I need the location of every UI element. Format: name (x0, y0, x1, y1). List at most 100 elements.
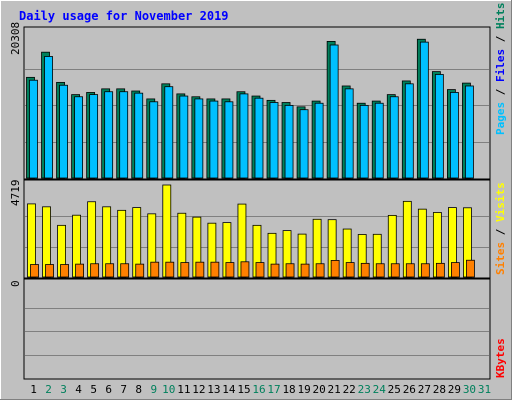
bar-sites (180, 262, 190, 278)
side-label-separator: / (494, 222, 507, 242)
panel-visits-max-label: 4719 (9, 180, 22, 207)
day-label: 31 (478, 383, 491, 396)
side-label-files: Files (494, 49, 507, 82)
bar-files (465, 85, 474, 179)
day-label: 2 (45, 383, 52, 396)
panel-hits-files-pages: 20308 Pages / Files / Hits (9, 3, 507, 180)
day-label: 8 (135, 383, 142, 396)
day-label: 23 (358, 383, 371, 396)
bar-sites (135, 263, 145, 278)
bar-sites (240, 261, 250, 278)
bar-files (134, 92, 144, 179)
day-label: 3 (60, 383, 67, 396)
bar-sites (405, 263, 415, 278)
bar-sites (255, 262, 265, 278)
side-label-separator: / (494, 29, 507, 49)
bar-sites (466, 259, 475, 278)
day-label: 18 (282, 383, 295, 396)
bar-sites (45, 264, 54, 278)
day-label: 21 (328, 383, 341, 396)
day-label: 30 (463, 383, 476, 396)
day-label: 14 (222, 383, 236, 396)
bar-files (224, 101, 234, 179)
bar-files (269, 102, 279, 179)
bar-sites (315, 263, 325, 278)
bar-files (404, 83, 414, 179)
panel-kbytes-side-label: KBytes (494, 338, 507, 378)
day-label: 1 (30, 383, 37, 396)
bar-sites (105, 263, 115, 278)
bar-sites (330, 260, 340, 278)
panel-hits-bars (26, 38, 474, 179)
bar-sites (150, 261, 160, 278)
bar-sites (165, 261, 175, 278)
bar-sites (60, 264, 69, 278)
bar-files (314, 102, 324, 179)
bar-sites (375, 263, 385, 278)
side-label-hits: Hits (494, 3, 507, 30)
chart-title: Daily usage for November 2019 (19, 9, 229, 23)
bar-files (194, 98, 204, 179)
bar-files (344, 88, 354, 179)
bar-sites (420, 263, 430, 278)
day-label: 26 (403, 383, 416, 396)
panel-kbytes-plot-area (23, 278, 491, 380)
bar-files (149, 101, 159, 179)
bar-sites (390, 263, 400, 278)
bar-files (239, 93, 249, 179)
day-label: 15 (237, 383, 250, 396)
bar-sites (360, 262, 370, 278)
bar-sites (451, 262, 460, 278)
panel-kbytes-grid (25, 308, 489, 356)
day-label: 7 (120, 383, 127, 396)
bar-files (329, 44, 339, 179)
panel-hits-side-label: Pages / Files / Hits (494, 3, 507, 136)
day-label: 16 (252, 383, 265, 396)
day-label: 10 (162, 383, 175, 396)
side-label-sites: Sites (494, 242, 507, 275)
day-label: 24 (373, 383, 387, 396)
bar-files (450, 92, 459, 179)
x-axis-day-labels: 1 2 3 4 5 6 7 8 9 10 11 12 13 14 15 16 17 18 19 20 21 22 23 24 2… (30, 383, 491, 396)
bar-files (434, 74, 444, 179)
day-label: 29 (448, 383, 461, 396)
bar-sites (120, 263, 130, 278)
bar-sites (210, 261, 220, 278)
bar-files (89, 94, 99, 179)
bar-files (59, 84, 68, 179)
side-label-kbytes: KBytes (494, 338, 507, 378)
bar-files (374, 102, 384, 179)
bar-sites (195, 261, 205, 278)
bar-sites (345, 262, 355, 278)
panel-visits-side-label: Sites / Visits (494, 182, 507, 275)
side-label-separator: / (494, 82, 507, 102)
bar-files (359, 104, 369, 179)
bar-sites (225, 262, 235, 278)
day-label: 27 (418, 383, 431, 396)
day-label: 4 (75, 383, 82, 396)
day-label: 13 (207, 383, 220, 396)
day-label: 20 (313, 383, 326, 396)
day-label: 6 (105, 383, 112, 396)
panel-kbytes: 0 KBytes (9, 278, 507, 380)
day-label: 5 (90, 383, 97, 396)
panel-visits-bars (27, 184, 475, 278)
bar-files (179, 95, 189, 179)
bar-files (299, 109, 309, 179)
bar-files (254, 97, 264, 179)
bar-files (29, 79, 38, 179)
day-label: 9 (150, 383, 157, 396)
bar-files (119, 91, 129, 179)
bar-files (419, 41, 429, 179)
bar-sites (270, 263, 280, 278)
panel-kbytes-max-label: 0 (9, 280, 22, 287)
bar-sites (30, 264, 39, 278)
day-label: 19 (297, 383, 310, 396)
bar-files (44, 56, 53, 179)
panel-visits-sites: 4719 Sites / Visits (9, 179, 507, 279)
day-label: 25 (388, 383, 401, 396)
bar-sites (285, 263, 295, 278)
bar-files (209, 100, 219, 179)
bar-files (164, 86, 174, 179)
